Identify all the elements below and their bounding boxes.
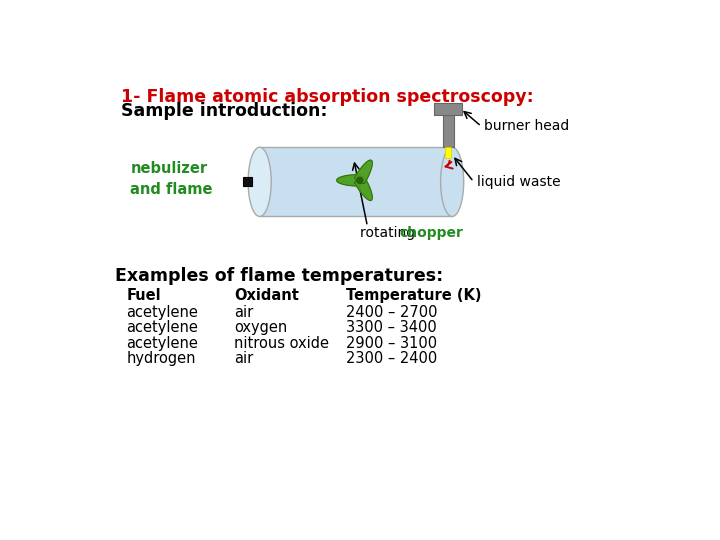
Ellipse shape (441, 147, 464, 217)
Bar (445, 147, 451, 158)
Text: 2300 – 2400: 2300 – 2400 (346, 351, 437, 366)
Polygon shape (260, 147, 452, 217)
Text: nitrous oxide: nitrous oxide (234, 336, 329, 351)
Polygon shape (355, 177, 372, 200)
Text: hydrogen: hydrogen (127, 351, 196, 366)
Text: Oxidant: Oxidant (234, 288, 299, 303)
Circle shape (356, 177, 363, 184)
Text: acetylene: acetylene (127, 305, 198, 320)
Text: acetylene: acetylene (127, 320, 198, 335)
Text: oxygen: oxygen (234, 320, 287, 335)
Text: 1- Flame atomic absorption spectroscopy:: 1- Flame atomic absorption spectroscopy: (121, 88, 534, 106)
Text: Examples of flame temperatures:: Examples of flame temperatures: (115, 267, 443, 285)
Text: acetylene: acetylene (127, 336, 198, 351)
Text: liquid waste: liquid waste (477, 175, 560, 189)
Bar (243, 177, 252, 186)
Bar (434, 103, 462, 115)
Polygon shape (337, 174, 361, 186)
Text: 3300 – 3400: 3300 – 3400 (346, 320, 436, 335)
Bar (443, 115, 454, 147)
Ellipse shape (248, 147, 271, 217)
Text: Temperature (K): Temperature (K) (346, 288, 482, 303)
Polygon shape (355, 160, 372, 184)
Text: air: air (234, 351, 253, 366)
Text: burner head: burner head (485, 119, 570, 133)
Text: rotating: rotating (360, 226, 419, 240)
Text: Fuel: Fuel (127, 288, 161, 303)
Text: chopper: chopper (400, 226, 464, 240)
Text: nebulizer
and flame: nebulizer and flame (130, 161, 213, 197)
Text: 2400 – 2700: 2400 – 2700 (346, 305, 438, 320)
Text: air: air (234, 305, 253, 320)
Text: Sample introduction:: Sample introduction: (121, 102, 328, 120)
Text: 2900 – 3100: 2900 – 3100 (346, 336, 437, 351)
